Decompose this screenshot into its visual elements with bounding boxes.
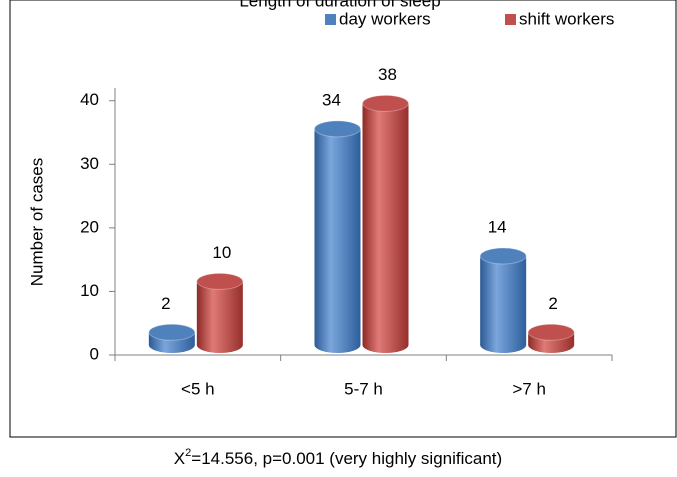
x-tick-label: <5 h [181, 379, 215, 398]
y-tick-label: 10 [80, 281, 99, 300]
y-tick-label: 20 [80, 217, 99, 236]
legend-swatch [505, 14, 516, 25]
y-tick-label: 0 [90, 344, 99, 363]
data-label: 10 [212, 243, 231, 262]
bar [479, 247, 527, 353]
x-tick-label: >7 h [512, 379, 546, 398]
legend-swatch [325, 14, 336, 25]
bar [148, 323, 196, 353]
bar [527, 323, 575, 353]
data-label: 2 [548, 294, 557, 313]
data-label: 2 [161, 294, 170, 313]
chart-title: Length of duration of sleep [239, 0, 440, 10]
bar [196, 272, 244, 353]
data-label: 34 [322, 90, 341, 109]
y-tick-label: 40 [80, 90, 99, 109]
legend-label: shift workers [519, 9, 614, 28]
x-tick-label: 5-7 h [344, 379, 383, 398]
bar [362, 94, 409, 353]
legend-label: day workers [339, 9, 431, 28]
bar [314, 120, 361, 353]
annotation: X2=14.556, p=0.001 (very highly signific… [174, 447, 502, 469]
data-label: 14 [488, 217, 507, 236]
y-axis-label: Number of cases [27, 158, 46, 287]
data-label: 38 [378, 65, 397, 84]
y-tick-label: 30 [80, 154, 99, 173]
